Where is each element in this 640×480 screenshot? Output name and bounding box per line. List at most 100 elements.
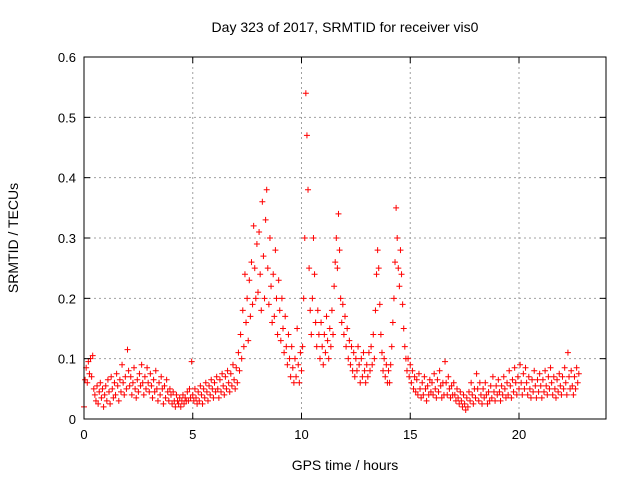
data-point — [355, 343, 362, 350]
data-point — [496, 388, 503, 395]
data-point — [141, 373, 148, 380]
data-point — [203, 388, 210, 395]
data-point — [319, 343, 326, 350]
data-point — [197, 382, 204, 389]
data-point — [534, 376, 541, 383]
data-point — [552, 394, 559, 401]
data-point — [351, 373, 358, 380]
data-point — [434, 376, 441, 383]
data-point — [450, 379, 457, 386]
data-point — [134, 376, 141, 383]
data-point — [558, 391, 565, 398]
data-point — [352, 355, 359, 362]
data-point — [514, 373, 521, 380]
data-point — [544, 391, 551, 398]
data-point — [109, 385, 116, 392]
data-point — [547, 364, 554, 371]
data-point — [501, 385, 508, 392]
data-point — [467, 397, 474, 404]
data-point — [163, 376, 170, 383]
data-point — [90, 385, 97, 392]
data-point — [237, 331, 244, 338]
data-point — [232, 385, 239, 392]
data-point — [510, 388, 517, 395]
data-point — [179, 391, 186, 398]
data-point — [227, 370, 234, 377]
data-point — [437, 382, 444, 389]
data-point — [502, 394, 509, 401]
data-point — [120, 379, 127, 386]
data-point — [91, 391, 98, 398]
data-point — [189, 391, 196, 398]
data-point — [460, 391, 467, 398]
data-point — [115, 397, 122, 404]
data-point — [112, 391, 119, 398]
data-point — [456, 400, 463, 407]
data-point — [334, 265, 341, 272]
data-point — [161, 382, 168, 389]
data-point — [152, 367, 159, 374]
data-point — [398, 271, 405, 278]
data-point — [546, 385, 553, 392]
data-point — [260, 253, 267, 260]
data-point — [151, 388, 158, 395]
data-point — [484, 400, 491, 407]
data-point — [424, 382, 431, 389]
x-axis-title: GPS time / hours — [292, 457, 399, 473]
data-point — [381, 355, 388, 362]
data-point — [448, 382, 455, 389]
data-point — [469, 391, 476, 398]
data-point — [165, 397, 172, 404]
data-point — [209, 385, 216, 392]
data-points — [81, 90, 582, 413]
data-point — [380, 367, 387, 374]
data-point — [386, 379, 393, 386]
data-point — [411, 373, 418, 380]
data-point — [277, 337, 284, 344]
data-point — [377, 331, 384, 338]
data-point — [462, 406, 469, 413]
data-point — [207, 391, 214, 398]
data-point — [339, 301, 346, 308]
data-point — [529, 376, 536, 383]
data-point — [358, 355, 365, 362]
data-point — [551, 385, 558, 392]
data-point — [525, 373, 532, 380]
data-point — [409, 367, 416, 374]
data-point — [243, 319, 250, 326]
data-point — [219, 370, 226, 377]
data-point — [532, 382, 539, 389]
data-point — [236, 367, 243, 374]
data-point — [122, 373, 129, 380]
data-point — [211, 379, 218, 386]
data-point — [451, 391, 458, 398]
data-point — [420, 391, 427, 398]
data-point — [258, 307, 265, 314]
data-point — [195, 388, 202, 395]
data-point — [367, 367, 374, 374]
data-point — [299, 343, 306, 350]
data-point — [127, 373, 134, 380]
data-point — [321, 331, 328, 338]
data-point — [86, 370, 93, 377]
data-point — [571, 373, 578, 380]
data-point — [113, 370, 120, 377]
data-point — [527, 394, 534, 401]
data-point — [513, 391, 520, 398]
data-point — [131, 364, 138, 371]
data-point — [126, 382, 133, 389]
data-point — [465, 388, 472, 395]
data-point — [302, 90, 309, 97]
data-point — [535, 388, 542, 395]
data-point — [517, 361, 524, 368]
data-point — [433, 394, 440, 401]
data-point — [382, 373, 389, 380]
data-point — [272, 247, 279, 254]
data-point — [523, 379, 530, 386]
data-point — [287, 373, 294, 380]
data-point — [102, 382, 109, 389]
data-point — [103, 397, 110, 404]
data-point — [220, 382, 227, 389]
